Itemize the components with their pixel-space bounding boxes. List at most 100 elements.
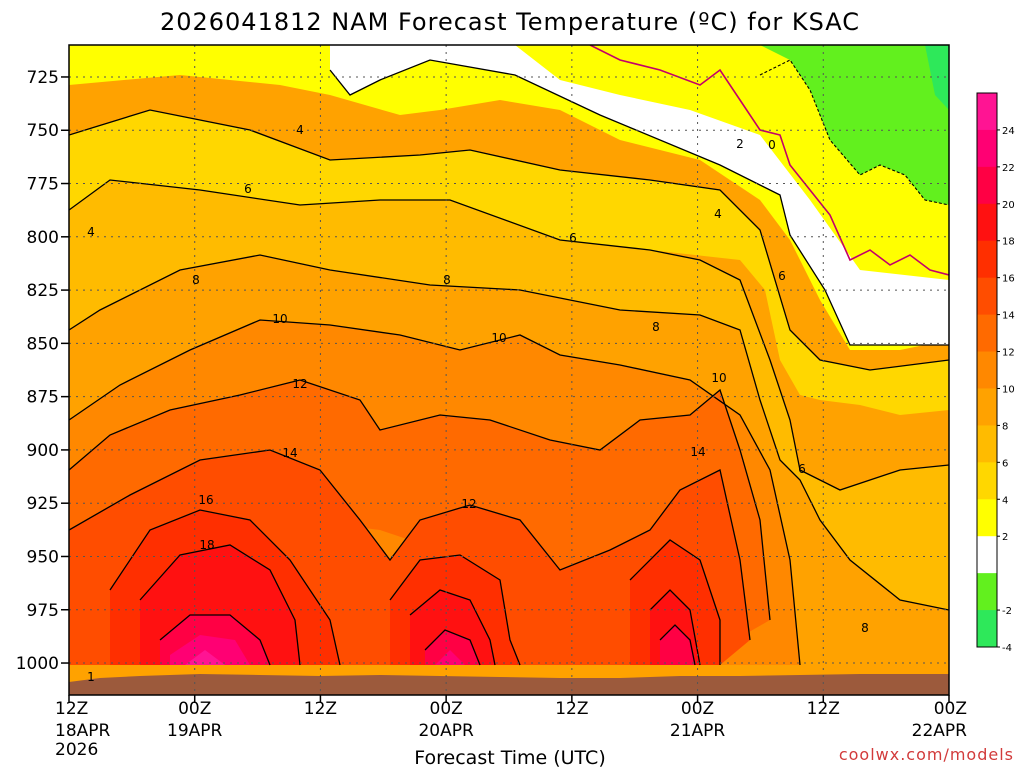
isotherm-8 — [69, 254, 949, 611]
isotherm-zero-freezing-line — [589, 45, 949, 276]
colorbar-swatch — [977, 129, 997, 168]
isotherm-4 — [69, 109, 949, 371]
colorbar-swatch — [977, 536, 997, 574]
isotherm-10 — [69, 319, 801, 666]
plot-frame — [68, 44, 950, 696]
band-6 — [69, 180, 949, 610]
contour-label: 4 — [296, 123, 304, 137]
colorbar-swatch — [977, 610, 997, 648]
band-18 — [140, 545, 700, 665]
colorbar-swatch — [977, 425, 997, 463]
colorbar-label: 8 — [1002, 421, 1008, 432]
contour-label: 12 — [461, 497, 476, 511]
colorbar-label: 4 — [1002, 495, 1008, 506]
y-tick-label: 925 — [27, 494, 59, 514]
x-tick-label: 00Z — [934, 699, 967, 719]
isotherm-6 — [69, 179, 949, 491]
isotherm-12 — [69, 379, 771, 621]
colorbar-swatch — [977, 203, 997, 242]
contour-label: 4 — [87, 225, 95, 239]
y-axis: 725 750 775 800 825 850 875 900 925 950 975 1000 — [16, 68, 69, 674]
colorbar-label: 2 — [1002, 532, 1008, 543]
contour-label: 6 — [778, 269, 786, 283]
contour-label: 8 — [652, 320, 660, 334]
colorbar-label: 6 — [1002, 458, 1008, 469]
contour-label: 14 — [690, 445, 705, 459]
contour-label: 4 — [714, 207, 722, 221]
contour-label: 16 — [198, 493, 213, 507]
colorbar-swatch — [977, 240, 997, 279]
x-tick-label: 12Z — [55, 699, 88, 719]
contour-label: 1 — [87, 670, 95, 684]
y-tick-label: 875 — [27, 388, 59, 408]
x-tick-date: 21APR — [670, 721, 726, 741]
y-tick-label: 1000 — [16, 654, 59, 674]
chart-title: 2026041812 NAM Forecast Temperature (ºC)… — [160, 8, 860, 36]
colorbar-label: 20 — [1002, 200, 1015, 211]
isotherm-18 — [139, 544, 701, 666]
isotherm-14 — [69, 449, 751, 641]
y-tick-label: 750 — [27, 121, 59, 141]
isotherm-2 — [329, 59, 949, 346]
colorbar-swatch — [977, 388, 997, 426]
band-4 — [69, 110, 949, 415]
colorbar-label: 16 — [1002, 274, 1015, 285]
y-tick-label: 950 — [27, 547, 59, 567]
contour-label: 10 — [711, 371, 726, 385]
x-tick-label: 12Z — [807, 699, 840, 719]
band-neg4 — [925, 45, 949, 110]
isotherm-neg2 — [759, 59, 949, 206]
contour-label: 8 — [861, 621, 869, 635]
colorbar-swatch — [977, 93, 997, 131]
x-tick-date: 20APR — [418, 721, 474, 741]
contour-label: 0 — [768, 138, 776, 152]
colorbar-swatch — [977, 462, 997, 500]
colorbar-frame — [976, 92, 998, 648]
x-tick-label: 00Z — [178, 699, 211, 719]
band-2 — [69, 45, 949, 350]
contour-label: 2 — [736, 137, 744, 151]
x-tick-year: 2026 — [55, 740, 98, 760]
x-axis-title: Forecast Time (UTC) — [414, 747, 605, 768]
plot-area: 4 6 8 10 12 14 16 18 2 0 4 6 8 10 12 14 … — [69, 45, 949, 695]
colorbar: 24 22 20 18 16 14 12 10 8 6 4 2 -2 -4 — [976, 92, 1015, 654]
contour-lines — [69, 59, 949, 666]
contour-label: 12 — [292, 377, 307, 391]
x-tick-label: 12Z — [304, 699, 337, 719]
x-tick-label: 00Z — [681, 699, 714, 719]
contour-labels: 4 6 8 10 12 14 16 18 2 0 4 6 8 10 12 14 … — [87, 123, 869, 684]
y-tick-label: 800 — [27, 228, 59, 248]
contour-label: 18 — [199, 538, 214, 552]
y-tick-label: 900 — [27, 441, 59, 461]
y-tick-label: 825 — [27, 281, 59, 301]
colorbar-swatch — [977, 166, 997, 205]
contour-label: 10 — [491, 331, 506, 345]
isotherm-20 — [159, 614, 696, 666]
x-tick-date: 19APR — [167, 721, 223, 741]
y-tick-label: 775 — [27, 175, 59, 195]
colorbar-label: -4 — [1002, 643, 1012, 654]
isotherm-16 — [109, 509, 721, 666]
y-tick-label: 975 — [27, 601, 59, 621]
colorbar-swatch — [977, 499, 997, 537]
colorbar-label: -2 — [1002, 606, 1012, 617]
colorbar-label: 12 — [1002, 348, 1015, 359]
band-22 — [170, 635, 465, 665]
x-tick-date: 22APR — [912, 721, 968, 741]
colorbar-label: 10 — [1002, 384, 1015, 395]
contour-label: 8 — [192, 273, 200, 287]
contour-label: 6 — [798, 462, 806, 476]
colorbar-label: 22 — [1002, 163, 1015, 174]
colorbar-label: 14 — [1002, 311, 1015, 322]
band-neg2 — [760, 45, 949, 205]
x-tick-label: 00Z — [430, 699, 463, 719]
y-tick-label: 850 — [27, 334, 59, 354]
colorbar-swatch — [977, 351, 997, 389]
contour-label: 10 — [272, 312, 287, 326]
ground-surface — [69, 674, 949, 695]
contour-label: 14 — [282, 446, 297, 460]
y-tick-label: 725 — [27, 68, 59, 88]
contour-label: 6 — [569, 231, 577, 245]
